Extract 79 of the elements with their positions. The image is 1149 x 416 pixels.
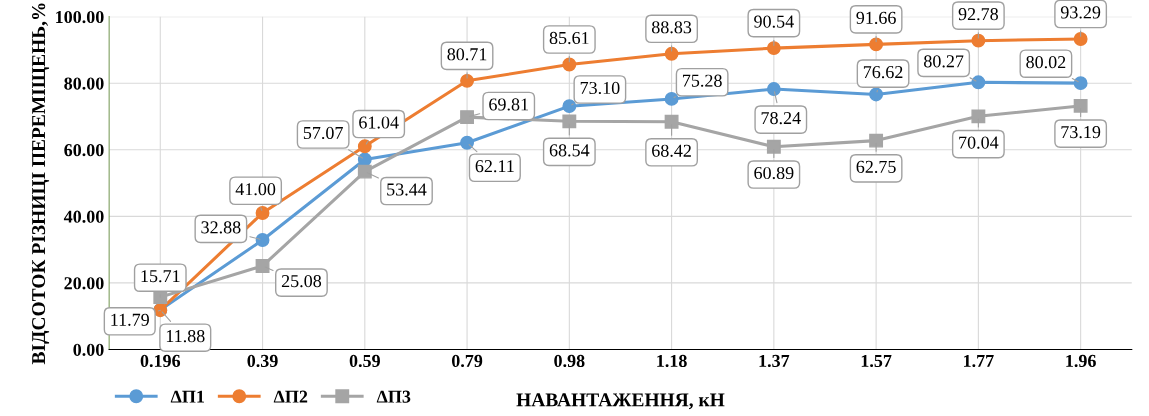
legend-label: ΔП1 xyxy=(170,390,204,403)
data-label: 11.88 xyxy=(166,330,205,343)
x-tick-label: 1.96 xyxy=(1066,354,1096,368)
data-label: 75.28 xyxy=(683,74,722,87)
point xyxy=(971,109,986,124)
point xyxy=(357,152,372,167)
x-tick-label: 1.18 xyxy=(657,354,687,368)
point xyxy=(562,57,577,72)
point xyxy=(664,46,679,61)
data-label: 80.71 xyxy=(447,48,487,61)
y-tick-label: 100.00 xyxy=(56,10,104,24)
data-label: 11.79 xyxy=(111,313,149,326)
y-tick-label: 40.00 xyxy=(63,210,104,223)
x-tick-label: 0.39 xyxy=(247,354,278,368)
x-tick-label: 0.98 xyxy=(554,354,585,368)
point xyxy=(460,110,475,125)
data-label: 68.54 xyxy=(549,144,590,157)
point xyxy=(1073,76,1088,91)
x-tick-label: 0.59 xyxy=(349,354,380,368)
point xyxy=(971,33,986,48)
point xyxy=(255,259,270,273)
point xyxy=(766,139,781,154)
point xyxy=(766,82,781,97)
data-label: 73.19 xyxy=(1061,126,1101,139)
data-label: 60.89 xyxy=(754,166,794,180)
data-label: 93.29 xyxy=(1060,6,1101,19)
point xyxy=(971,75,986,90)
x-tick-label: 1.37 xyxy=(759,354,790,368)
x-tick-label: 1.77 xyxy=(964,354,994,368)
data-label: 25.08 xyxy=(281,274,322,288)
data-label: 80.02 xyxy=(1026,56,1066,69)
data-label: 69.81 xyxy=(489,98,528,111)
x-tick-label: 0.196 xyxy=(140,354,181,368)
data-label: 57.07 xyxy=(303,126,343,140)
data-label: 62.11 xyxy=(475,160,514,173)
data-label: 76.62 xyxy=(863,66,903,79)
point xyxy=(869,133,884,148)
point xyxy=(664,91,679,106)
point xyxy=(460,73,475,88)
data-label: 61.04 xyxy=(359,116,399,129)
data-label: 70.04 xyxy=(959,136,999,149)
point xyxy=(869,37,884,52)
point xyxy=(869,87,884,102)
point xyxy=(357,139,372,154)
point xyxy=(460,135,475,150)
data-label: 88.83 xyxy=(651,21,692,34)
point xyxy=(562,99,577,114)
data-label: 80.27 xyxy=(924,55,964,68)
point xyxy=(766,41,781,56)
y-tick-label: 0.00 xyxy=(73,343,104,356)
point xyxy=(153,290,168,305)
x-axis-title: НАВАНТАЖЕННЯ, кН xyxy=(516,393,725,410)
legend-label: ΔП2 xyxy=(273,390,308,403)
data-label: 68.42 xyxy=(652,144,691,157)
data-label: 92.78 xyxy=(958,8,998,21)
point xyxy=(255,233,270,247)
legend-label: ΔП3 xyxy=(376,390,411,403)
point xyxy=(357,164,372,179)
data-label: 85.61 xyxy=(549,31,589,45)
y-tick-label: 80.00 xyxy=(64,77,104,90)
point xyxy=(664,114,679,129)
point xyxy=(562,114,577,129)
data-label: 41.00 xyxy=(235,183,276,196)
point xyxy=(1073,98,1088,113)
data-label: 91.66 xyxy=(856,11,896,24)
x-tick-label: 1.57 xyxy=(861,354,892,368)
data-label: 90.54 xyxy=(754,15,794,28)
data-label: 62.75 xyxy=(856,160,896,173)
data-label: 78.24 xyxy=(761,111,801,125)
y-tick-label: 20.00 xyxy=(64,277,104,290)
y-tick-label: 60.00 xyxy=(64,144,104,157)
point xyxy=(255,206,270,220)
data-label: 32.88 xyxy=(201,221,241,234)
y-axis-title: ВІДСОТОК РІЗНИЦІ ПЕРЕМІЩЕНЬ,% xyxy=(32,3,50,365)
data-label: 73.10 xyxy=(580,81,620,95)
x-tick-label: 0.79 xyxy=(451,354,483,368)
data-label: 15.71 xyxy=(141,270,180,283)
data-label: 53.44 xyxy=(387,183,427,196)
point xyxy=(1073,32,1088,46)
